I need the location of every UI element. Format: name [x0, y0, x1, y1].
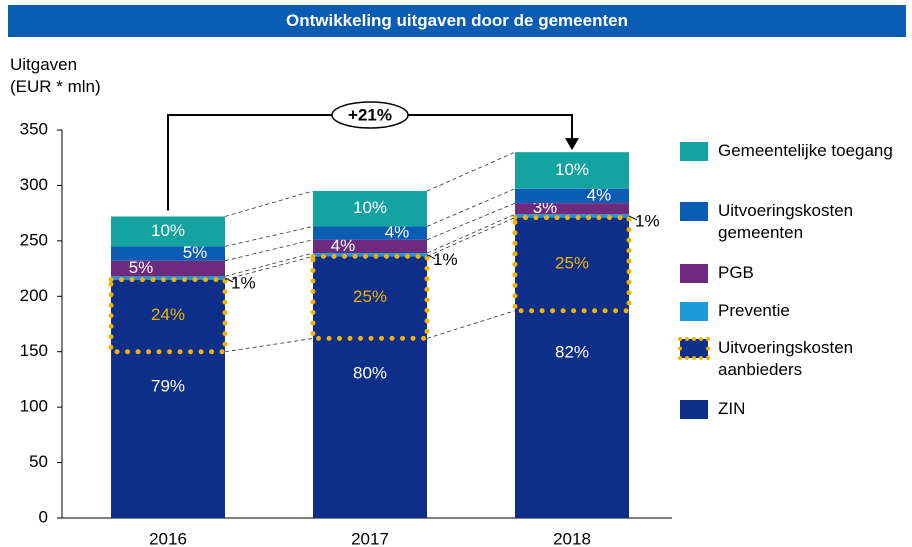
label-leader: [628, 215, 638, 221]
connector: [426, 310, 516, 339]
legend-label: PGB: [718, 263, 754, 282]
legend-swatch: [680, 264, 708, 283]
x-tick-label: 2016: [149, 529, 187, 547]
bar-segment: [515, 214, 629, 218]
legend-swatch: [678, 337, 710, 360]
dotted-box: [108, 277, 228, 355]
connector: [426, 188, 516, 227]
data-label: 1%: [433, 250, 458, 269]
data-label: 5%: [183, 243, 208, 262]
y-axis-label: Uitgaven (EUR * mln): [10, 54, 140, 98]
bar-segment: [111, 216, 225, 247]
legend-swatch: [680, 302, 708, 321]
bar-segment: [515, 217, 629, 518]
arrow-head: [565, 138, 579, 151]
legend-label: Preventie: [718, 301, 790, 320]
connector: [426, 202, 516, 241]
bar-segment: [515, 152, 629, 189]
legend-label: Gemeentelijke toegang: [718, 141, 893, 160]
y-tick-label: 150: [20, 341, 48, 360]
y-axis-label-text: Uitgaven (EUR * mln): [10, 55, 101, 96]
connector: [224, 190, 314, 217]
x-tick-label: 2018: [553, 529, 591, 547]
y-tick-label: 100: [20, 397, 48, 416]
legend-label: ZIN: [718, 399, 746, 418]
connector: [224, 239, 314, 262]
legend-item: PGB: [680, 262, 908, 284]
label-leader: [224, 277, 234, 283]
data-label: 4%: [587, 185, 612, 204]
y-tick-label: 0: [39, 507, 48, 526]
bar-segment: [313, 226, 427, 240]
legend-label: Uitvoeringskosten gemeenten: [718, 201, 854, 242]
connector: [426, 217, 516, 257]
bar-segment: [111, 276, 225, 280]
bar-segment: [111, 279, 225, 518]
data-label: 79%: [151, 376, 185, 395]
legend-item: Preventie: [680, 300, 908, 322]
growth-oval: [331, 101, 409, 129]
connector: [224, 226, 314, 247]
data-label: 4%: [385, 223, 410, 242]
data-label: 10%: [151, 221, 185, 240]
connector: [224, 255, 314, 281]
dotted-box: [310, 253, 430, 341]
data-label: 25%: [555, 254, 589, 273]
legend-item: Uitvoeringskosten aanbieders: [678, 337, 908, 381]
growth-label: +21%: [348, 105, 392, 124]
legend-swatch: [680, 202, 708, 221]
bar-segment: [515, 203, 629, 215]
bar-segment: [111, 246, 225, 261]
data-label: 25%: [353, 287, 387, 306]
connector: [426, 151, 516, 192]
legend-label: Uitvoeringskosten aanbieders: [718, 338, 854, 379]
bar-segment: [111, 260, 225, 277]
y-tick-label: 200: [20, 286, 48, 305]
dotted-box: [512, 215, 632, 314]
connector: [426, 213, 516, 254]
data-label: 4%: [331, 236, 356, 255]
bar-segment: [515, 188, 629, 204]
y-tick-label: 250: [20, 230, 48, 249]
connector: [224, 252, 314, 277]
chart-title: Ontwikkeling uitgaven door de gemeenten: [8, 5, 906, 37]
bar-segment: [313, 190, 427, 227]
legend-item: Gemeentelijke toegang: [680, 140, 908, 162]
legend-item: ZIN: [680, 398, 908, 420]
y-tick-label: 50: [29, 452, 48, 471]
data-label: 10%: [555, 160, 589, 179]
bar-segment: [313, 253, 427, 257]
data-label: 80%: [353, 364, 387, 383]
legend-swatch: [680, 400, 708, 419]
bar-segment: [313, 239, 427, 254]
x-tick-label: 2017: [351, 529, 389, 547]
bar-segment: [313, 256, 427, 518]
y-tick-label: 350: [20, 119, 48, 138]
data-label: 1%: [231, 273, 256, 292]
legend-item: Uitvoeringskosten gemeenten: [680, 200, 908, 244]
data-label: 5%: [129, 258, 154, 277]
data-label: 82%: [555, 342, 589, 361]
data-label: 10%: [353, 198, 387, 217]
connector: [224, 338, 314, 353]
data-label: 1%: [635, 211, 660, 230]
data-label: 24%: [151, 305, 185, 324]
y-tick-label: 300: [20, 175, 48, 194]
legend-swatch: [680, 142, 708, 161]
